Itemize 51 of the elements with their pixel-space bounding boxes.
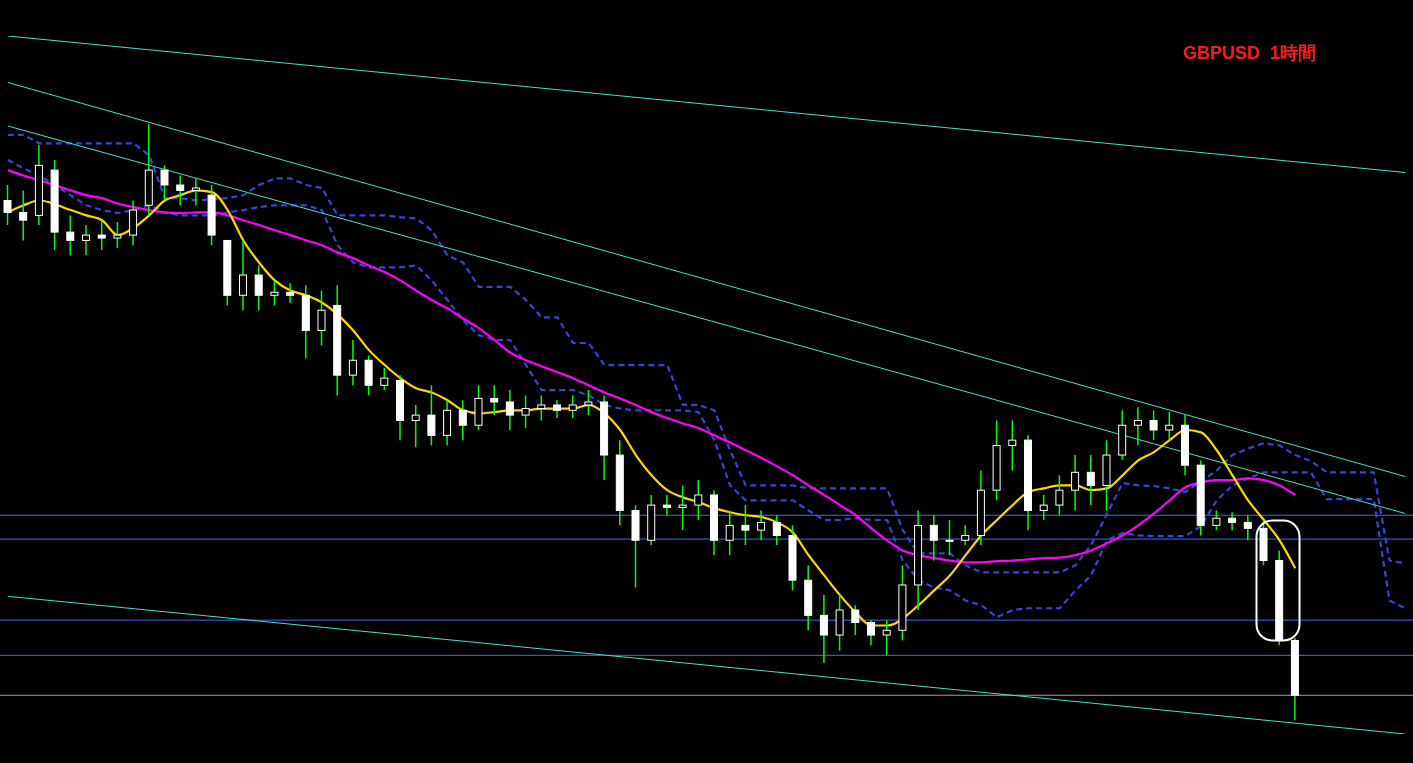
candlestick (819, 594, 828, 664)
candlestick (160, 164, 169, 202)
candlestick (1149, 409, 1158, 441)
candlestick (191, 177, 200, 207)
candlestick (458, 399, 467, 441)
candlestick (537, 394, 546, 422)
chart-title: GBPUSD 1時間 (1182, 42, 1316, 65)
candlestick (239, 239, 247, 311)
candlestick (1243, 514, 1252, 542)
candlestick (772, 514, 781, 546)
candlestick (348, 339, 357, 387)
candlestick (1165, 411, 1174, 441)
candlestick (882, 619, 891, 657)
candlestick (568, 394, 577, 419)
candlestick (851, 604, 860, 636)
candlestick (317, 289, 326, 347)
candlestick (19, 189, 28, 242)
candlestick (3, 184, 12, 226)
candlestick (867, 619, 875, 646)
candlestick (1133, 406, 1142, 447)
candlestick (66, 214, 75, 257)
candlestick (82, 224, 90, 257)
candlestick (113, 221, 122, 249)
candlestick (427, 384, 436, 447)
candlestick (270, 279, 279, 307)
candlestick (584, 389, 593, 416)
candlestick (1039, 494, 1048, 521)
candlestick (945, 519, 954, 556)
candlestick (961, 524, 970, 546)
candlestick (741, 504, 750, 546)
candlestick (1008, 419, 1017, 472)
candlestick (490, 384, 499, 416)
candlestick (97, 219, 106, 251)
candlestick (725, 509, 734, 556)
candlestick (662, 494, 671, 516)
candlestick (411, 404, 420, 449)
candlestick (1086, 454, 1095, 506)
candlestick (176, 174, 185, 207)
candlestick (694, 479, 703, 521)
candlestick (929, 514, 938, 562)
candlestick (521, 394, 530, 429)
candlestick (678, 484, 687, 531)
candlestick (505, 389, 514, 431)
candlestick (286, 282, 295, 304)
candlestick (1071, 454, 1080, 512)
candlestick (1055, 474, 1064, 516)
candlestick (380, 367, 389, 391)
candlestick (254, 264, 263, 311)
candlestick (757, 509, 766, 542)
candlestick (1212, 509, 1221, 531)
candlestick (1228, 511, 1237, 531)
